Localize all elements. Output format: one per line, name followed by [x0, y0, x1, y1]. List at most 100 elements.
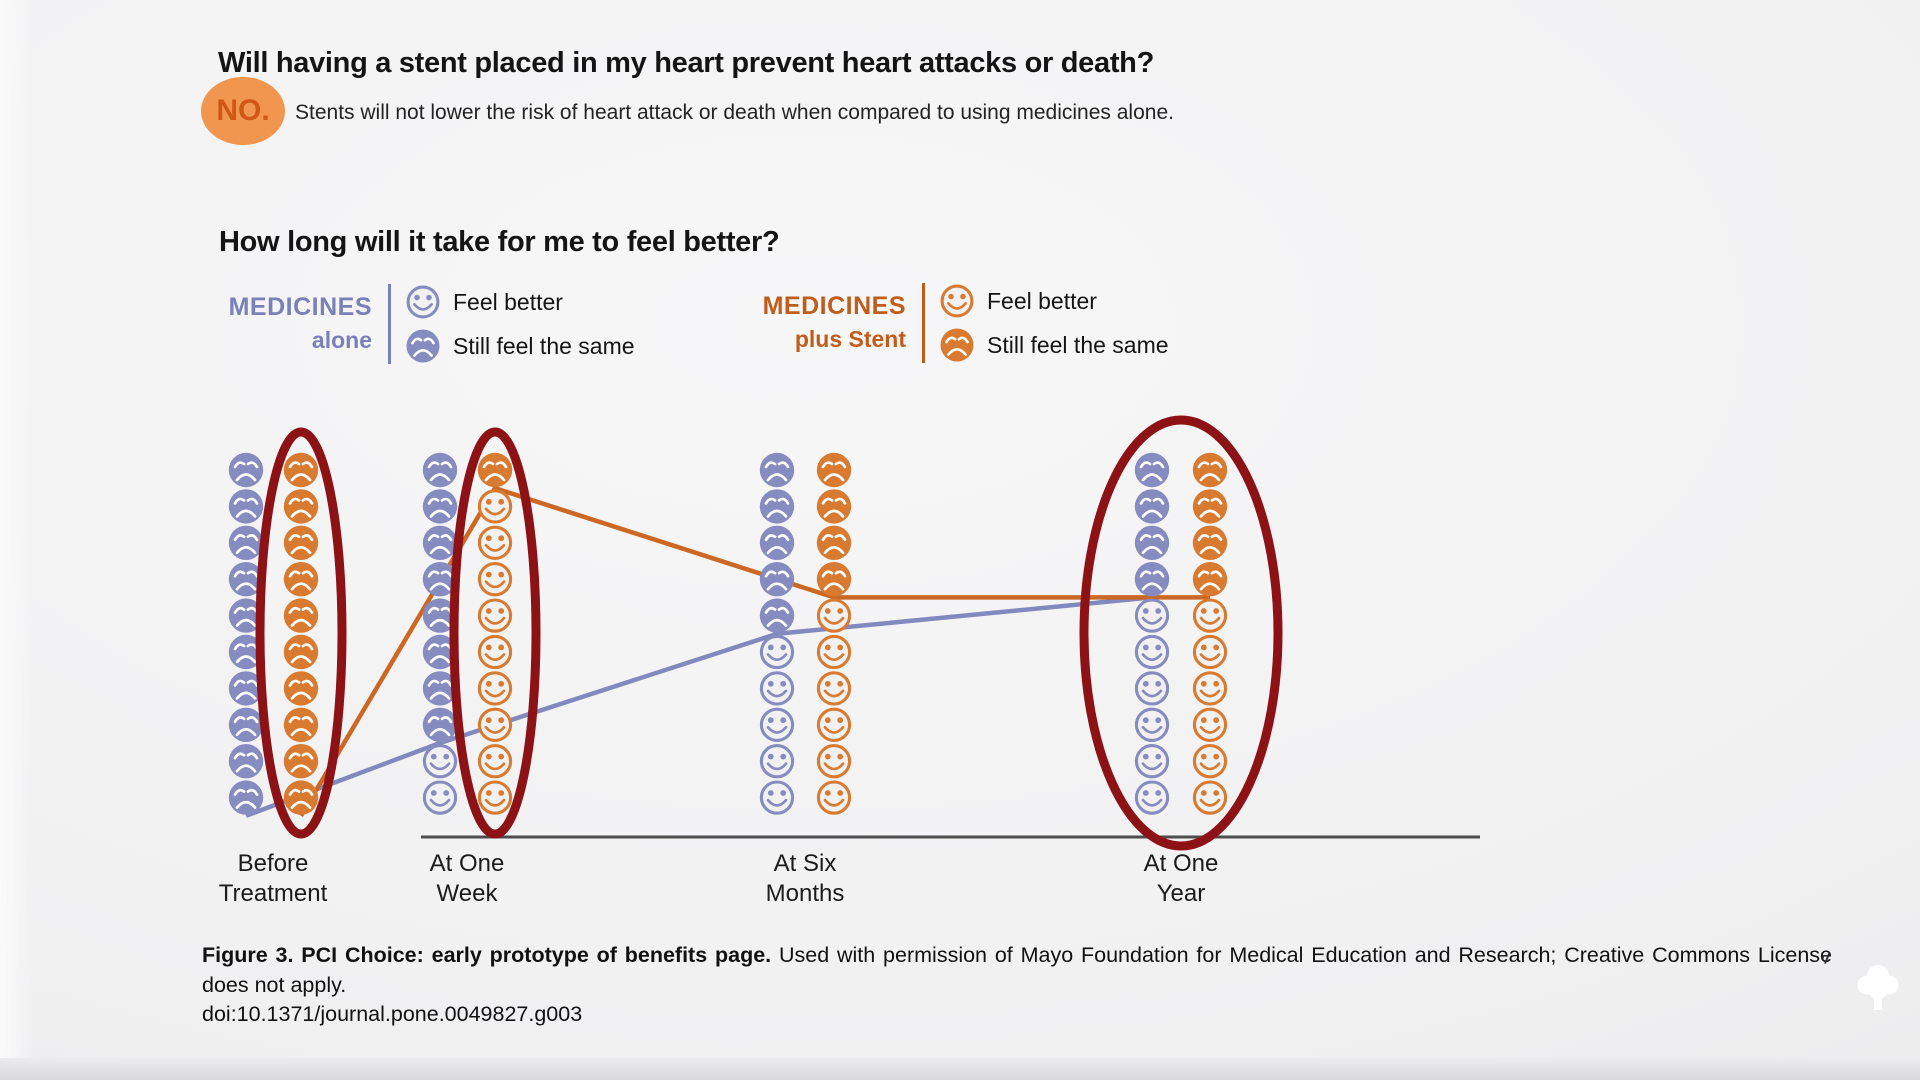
face-frown	[422, 598, 458, 633]
highlight-ellipse	[255, 427, 347, 839]
face-smile	[477, 525, 513, 560]
legend-medicines-plus-stent: MEDICINES plus Stent Feel better Still f…	[756, 283, 1169, 363]
face-smile	[477, 598, 513, 633]
face-frown	[759, 452, 795, 488]
left-light-strip	[0, 0, 34, 1080]
face-smile	[1192, 780, 1228, 815]
face-frown	[816, 452, 852, 488]
legend-divider	[388, 284, 391, 364]
trend-line-alone	[245, 595, 1153, 818]
face-frown	[283, 562, 319, 597]
face-smile	[816, 707, 852, 742]
face-frown	[759, 598, 795, 633]
legend-stent-title-line2: plus Stent	[794, 326, 906, 352]
face-frown	[816, 562, 852, 597]
feel-better-face-icon	[405, 284, 441, 320]
legend-item-still-same: Still feel the same	[939, 327, 1169, 363]
still-same-face-icon	[939, 327, 975, 363]
face-frown	[816, 489, 852, 524]
face-frown	[422, 634, 458, 670]
face-frown	[422, 489, 458, 524]
figure-caption: Figure 3. PCI Choice: early prototype of…	[202, 941, 1832, 1000]
face-frown	[228, 452, 264, 488]
face-frown	[283, 634, 319, 670]
face-smile	[759, 634, 795, 670]
face-column	[1134, 452, 1170, 815]
face-smile	[1134, 744, 1170, 779]
category-label: At One Week	[429, 850, 505, 907]
face-frown	[228, 707, 264, 742]
face-smile	[1192, 707, 1228, 742]
legend-stent-title-line1: MEDICINES	[762, 292, 906, 320]
legend-item-still-same: Still feel the same	[405, 328, 635, 364]
face-smile	[816, 598, 852, 633]
face-column	[759, 452, 795, 815]
face-column	[816, 452, 852, 815]
face-frown	[940, 328, 974, 362]
legend-medicines-alone: MEDICINES alone Feel better Still feel t…	[222, 284, 635, 364]
face-frown	[406, 329, 440, 363]
face-smile	[759, 780, 795, 815]
face-smile	[940, 284, 974, 318]
face-column	[283, 452, 319, 815]
face-frown	[1134, 452, 1170, 488]
legend-alone-title-line1: MEDICINES	[228, 293, 372, 321]
face-frown	[422, 562, 458, 597]
face-smile	[816, 744, 852, 779]
face-frown	[422, 671, 458, 706]
face-smile	[406, 285, 440, 319]
legend-item-feel-better: Feel better	[405, 284, 635, 320]
face-frown	[228, 744, 264, 779]
face-smile	[422, 780, 458, 815]
legend-divider	[922, 283, 925, 363]
still-same-label: Still feel the same	[987, 331, 1169, 358]
face-column	[477, 452, 513, 815]
face-column	[1192, 452, 1228, 815]
feel-better-label: Feel better	[453, 288, 563, 315]
feel-better-label: Feel better	[987, 287, 1097, 314]
face-smile	[1134, 598, 1170, 633]
face-frown	[228, 780, 264, 815]
face-frown	[1134, 562, 1170, 597]
face-frown	[228, 598, 264, 633]
face-smile	[1134, 634, 1170, 670]
trend-line-stent	[299, 485, 1210, 817]
face-frown	[759, 525, 795, 560]
face-column	[422, 452, 458, 815]
face-frown	[1192, 452, 1228, 488]
face-smile	[477, 489, 513, 524]
face-frown	[283, 671, 319, 706]
section-heading: How long will it take for me to feel bet…	[219, 226, 780, 258]
face-frown	[283, 744, 319, 779]
legend-alone-title: MEDICINES alone	[222, 291, 372, 357]
highlight-ellipse	[1079, 415, 1283, 851]
face-smile	[477, 634, 513, 670]
face-frown	[283, 598, 319, 633]
face-frown	[759, 489, 795, 524]
caption-doi: doi:10.1371/journal.pone.0049827.g003	[202, 1002, 583, 1026]
face-frown	[283, 707, 319, 742]
face-frown	[283, 452, 319, 488]
face-frown	[1192, 489, 1228, 524]
answer-text: Stents will not lower the risk of heart …	[295, 101, 1174, 124]
face-frown	[1134, 489, 1170, 524]
caption-bold: Figure 3. PCI Choice: early prototype of…	[202, 943, 772, 967]
face-column	[228, 452, 264, 815]
face-frown	[816, 525, 852, 560]
face-smile	[477, 707, 513, 742]
face-smile	[422, 744, 458, 779]
face-frown	[283, 525, 319, 560]
face-frown	[228, 634, 264, 670]
question-heading: Will having a stent placed in my heart p…	[218, 47, 1155, 79]
face-frown	[759, 562, 795, 597]
face-smile	[1192, 744, 1228, 779]
face-frown	[283, 489, 319, 524]
face-smile	[759, 744, 795, 779]
legend-alone-title-line2: alone	[311, 327, 372, 353]
tree-watermark-icon	[1857, 965, 1899, 1010]
face-smile	[816, 671, 852, 706]
face-frown	[283, 780, 319, 815]
face-smile	[1134, 671, 1170, 706]
